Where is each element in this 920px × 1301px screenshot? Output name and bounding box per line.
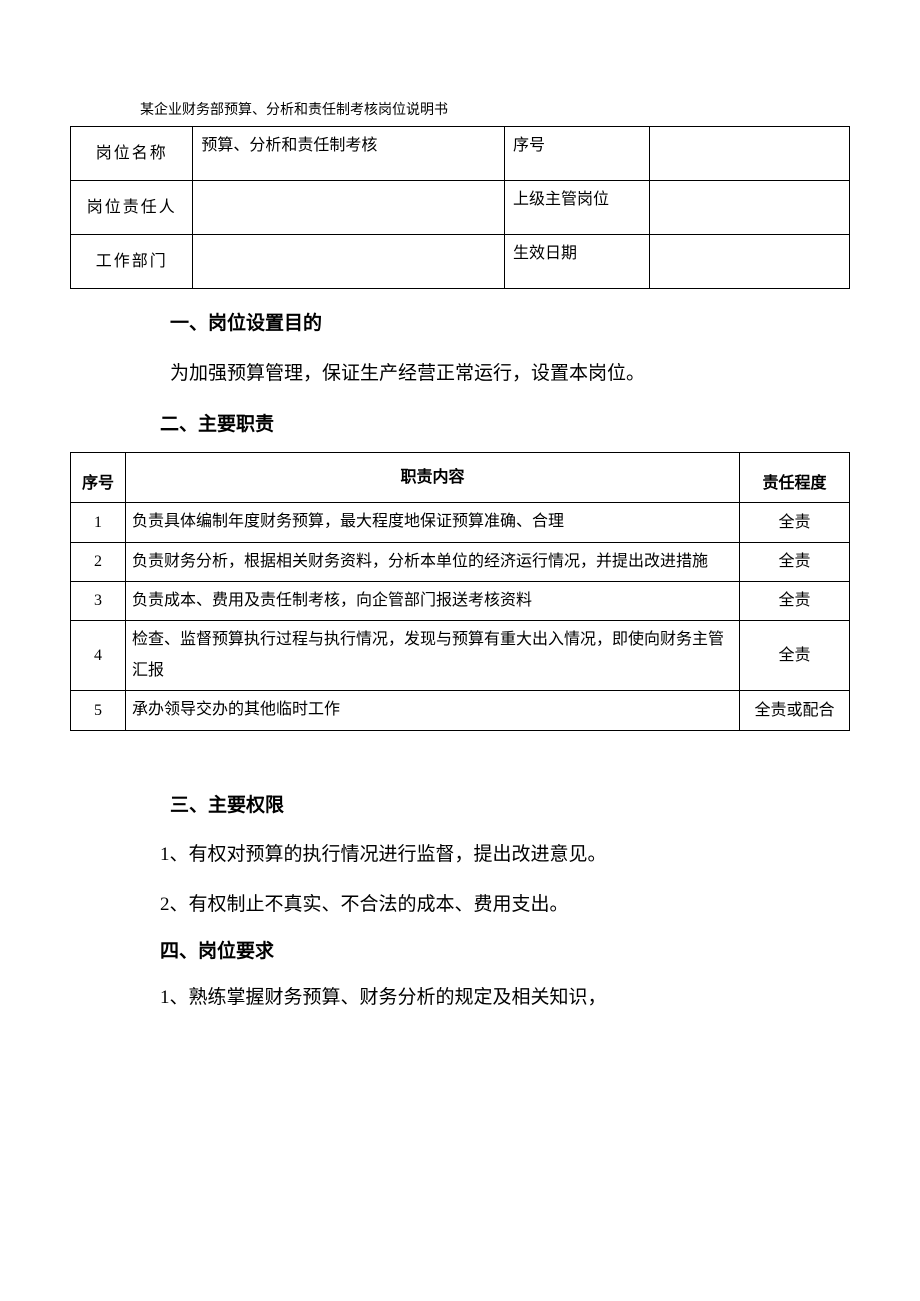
section-body: 为加强预算管理，保证生产经营正常运行，设置本岗位。 (70, 356, 850, 392)
table-row: 2 负责财务分析，根据相关财务资料，分析本单位的经济运行情况，并提出改进措施 全… (71, 542, 850, 581)
info-label: 岗位责任人 (71, 181, 193, 235)
col-header-content: 职责内容 (126, 453, 740, 503)
duty-degree: 全责 (740, 582, 850, 621)
duty-content: 负责财务分析，根据相关财务资料，分析本单位的经济运行情况，并提出改进措施 (126, 542, 740, 581)
col-header-degree: 责任程度 (740, 453, 850, 503)
col-header-num: 序号 (71, 453, 126, 503)
table-row: 岗位责任人 上级主管岗位 (71, 181, 850, 235)
table-row: 岗位名称 预算、分析和责任制考核 序号 (71, 127, 850, 181)
duty-content: 检查、监督预算执行过程与执行情况，发现与预算有重大出入情况，即使向财务主管汇报 (126, 621, 740, 691)
section-heading-duties: 二、主要职责 (70, 410, 850, 440)
table-row: 1 负责具体编制年度财务预算，最大程度地保证预算准确、合理 全责 (71, 503, 850, 542)
duty-num: 3 (71, 582, 126, 621)
duty-degree: 全责 (740, 542, 850, 581)
section-heading-rights: 三、主要权限 (70, 791, 850, 821)
duty-num: 5 (71, 691, 126, 730)
table-row: 5 承办领导交办的其他临时工作 全责或配合 (71, 691, 850, 730)
duty-table: 序号 职责内容 责任程度 1 负责具体编制年度财务预算，最大程度地保证预算准确、… (70, 452, 850, 730)
info-value: 预算、分析和责任制考核 (193, 127, 505, 181)
section-heading-purpose: 一、岗位设置目的 (70, 309, 850, 339)
duty-degree: 全责 (740, 621, 850, 691)
rights-item: 2、有权制止不真实、不合法的成本、费用支出。 (70, 887, 850, 923)
info-value (649, 127, 849, 181)
info-value (193, 181, 505, 235)
duty-num: 1 (71, 503, 126, 542)
duty-content: 负责成本、费用及责任制考核，向企管部门报送考核资料 (126, 582, 740, 621)
duty-degree: 全责 (740, 503, 850, 542)
table-header-row: 序号 职责内容 责任程度 (71, 453, 850, 503)
info-table: 岗位名称 预算、分析和责任制考核 序号 岗位责任人 上级主管岗位 工作部门 生效… (70, 126, 850, 289)
table-row: 工作部门 生效日期 (71, 235, 850, 289)
info-label: 工作部门 (71, 235, 193, 289)
info-label: 生效日期 (505, 235, 650, 289)
table-row: 3 负责成本、费用及责任制考核，向企管部门报送考核资料 全责 (71, 582, 850, 621)
info-value (649, 235, 849, 289)
duty-num: 4 (71, 621, 126, 691)
requirement-item: 1、熟练掌握财务预算、财务分析的规定及相关知识， (70, 980, 850, 1016)
duty-degree: 全责或配合 (740, 691, 850, 730)
info-label: 上级主管岗位 (505, 181, 650, 235)
rights-item: 1、有权对预算的执行情况进行监督，提出改进意见。 (70, 837, 850, 873)
info-value (649, 181, 849, 235)
info-value (193, 235, 505, 289)
duty-content: 负责具体编制年度财务预算，最大程度地保证预算准确、合理 (126, 503, 740, 542)
duty-num: 2 (71, 542, 126, 581)
document-title: 某企业财务部预算、分析和责任制考核岗位说明书 (70, 100, 850, 122)
info-label: 序号 (505, 127, 650, 181)
duty-content: 承办领导交办的其他临时工作 (126, 691, 740, 730)
table-row: 4 检查、监督预算执行过程与执行情况，发现与预算有重大出入情况，即使向财务主管汇… (71, 621, 850, 691)
section-heading-requirements: 四、岗位要求 (70, 937, 850, 967)
info-label: 岗位名称 (71, 127, 193, 181)
